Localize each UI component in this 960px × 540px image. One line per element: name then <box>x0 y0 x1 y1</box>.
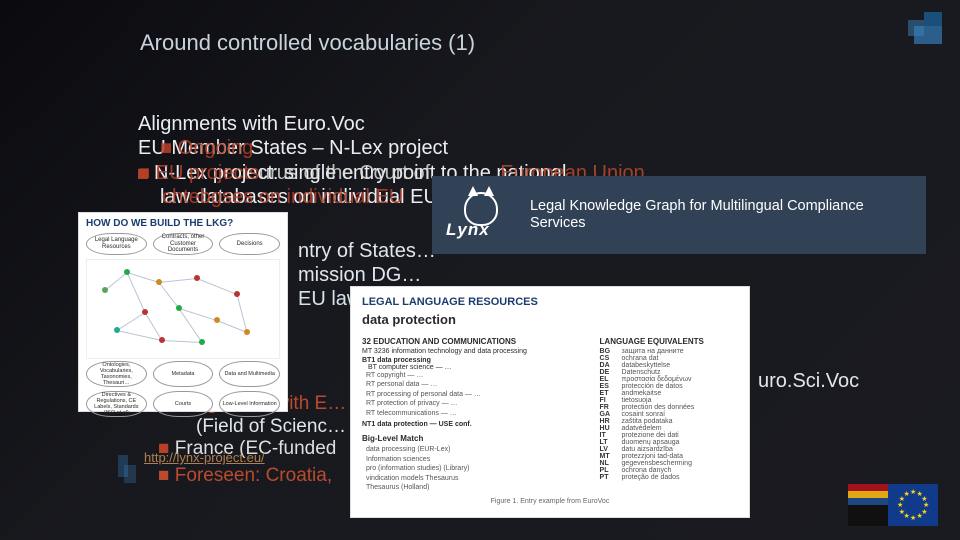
lkg-oval: Data and Multimedia <box>219 361 280 387</box>
lkg-diagram-card: HOW DO WE BUILD THE LKG? Legal Language … <box>78 212 288 412</box>
lkg-oval: Directives & Regulations, CE Labels, Sta… <box>86 391 147 417</box>
lkg-oval: Courts <box>153 391 214 417</box>
llr-term: data protection <box>362 312 738 327</box>
lynx-banner: Lynx Legal Knowledge Graph for Multiling… <box>432 176 926 254</box>
legal-language-card: LEGAL LANGUAGE RESOURCES data protection… <box>350 286 750 518</box>
lynx-caption: Legal Knowledge Graph for Multilingual C… <box>530 198 912 233</box>
lkg-oval: Low-Level Information <box>219 391 280 417</box>
slide-title: Around controlled vocabularies (1) <box>140 30 475 56</box>
bg-text-1: ntry of States… <box>298 240 436 263</box>
corner-accent-left <box>118 455 136 485</box>
lynx-url[interactable]: http://lynx-project.eu/ <box>144 450 265 465</box>
lkg-oval: Decisions <box>219 233 280 255</box>
line-2: EU Member States – N-Lex project ■ Ongoi… <box>138 136 918 160</box>
bg-text-4: uro.Sci.Voc <box>758 370 859 393</box>
eu-flag: ★★★★★★★★★★★★ <box>888 484 938 526</box>
llr-header: LEGAL LANGUAGE RESOURCES <box>362 296 738 308</box>
eu-logo: ★★★★★★★★★★★★ <box>848 484 938 526</box>
corner-accent-top-right <box>902 12 942 44</box>
lkg-oval: Legal Language Resources <box>86 233 147 255</box>
bg-text-8: ■ Foreseen: Croatia, <box>158 465 332 487</box>
lkg-graph <box>86 259 280 359</box>
bg-text-6: (Field of Scienc… <box>196 416 346 438</box>
bg-text-2: mission DG… <box>298 264 421 287</box>
line-1: Alignments with Euro.Voc <box>138 112 918 136</box>
lkg-oval: Ontologies, Vocabularies, Taxonomies, Th… <box>86 361 147 387</box>
lkg-oval: Metadata <box>153 361 214 387</box>
lynx-logo: Lynx <box>446 190 516 240</box>
lkg-oval: Contracts, other Customer Documents <box>153 233 214 255</box>
lkg-header: HOW DO WE BUILD THE LKG? <box>86 218 280 229</box>
llr-figure-caption: Figure 1. Entry example from EuroVoc <box>362 498 738 505</box>
